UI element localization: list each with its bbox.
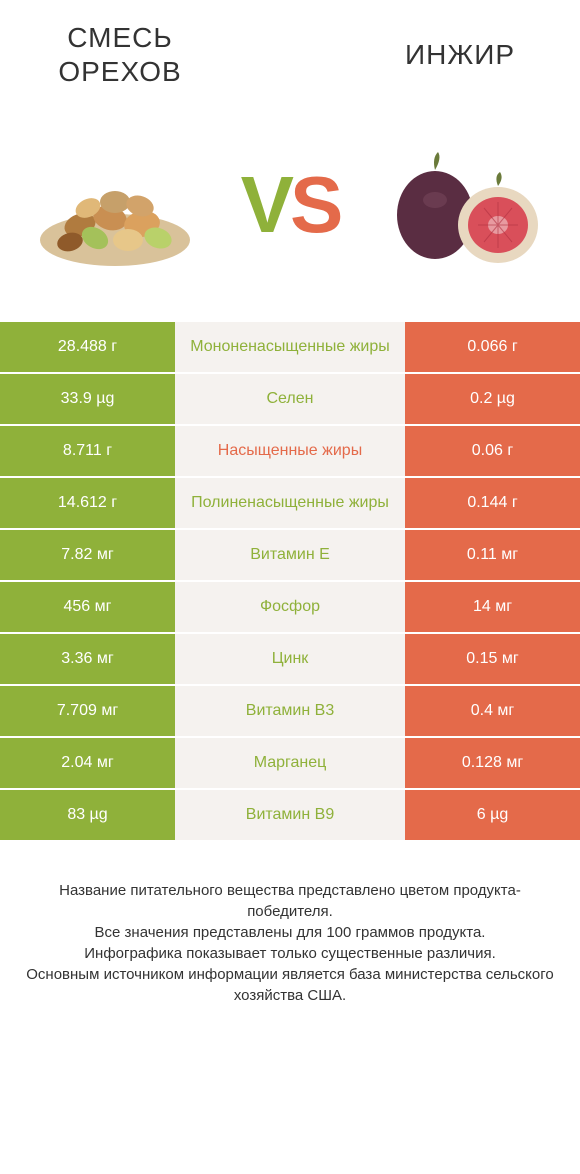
vs-label: VS xyxy=(241,159,340,251)
left-value-cell: 14.612 г xyxy=(0,478,175,528)
vs-s: S xyxy=(290,160,339,249)
table-row: 2.04 мгМарганец0.128 мг xyxy=(0,736,580,788)
right-value-cell: 0.2 µg xyxy=(405,374,580,424)
right-product-image xyxy=(380,120,550,290)
footer-line: Название питательного вещества представл… xyxy=(20,880,560,922)
right-value-cell: 0.4 мг xyxy=(405,686,580,736)
footer: Название питательного вещества представл… xyxy=(0,840,580,1036)
right-value-cell: 0.11 мг xyxy=(405,530,580,580)
left-product-title: СМЕСЬ ОРЕХОВ xyxy=(20,21,220,88)
nutrient-name-cell: Насыщенные жиры xyxy=(175,426,405,476)
nutrient-name-cell: Цинк xyxy=(175,634,405,684)
right-product-title: ИНЖИР xyxy=(360,38,560,72)
table-row: 8.711 гНасыщенные жиры0.06 г xyxy=(0,424,580,476)
left-value-cell: 28.488 г xyxy=(0,322,175,372)
nutrient-name-cell: Марганец xyxy=(175,738,405,788)
table-row: 33.9 µgСелен0.2 µg xyxy=(0,372,580,424)
left-value-cell: 456 мг xyxy=(0,582,175,632)
table-row: 28.488 гМононенасыщенные жиры0.066 г xyxy=(0,320,580,372)
left-value-cell: 83 µg xyxy=(0,790,175,840)
table-row: 456 мгФосфор14 мг xyxy=(0,580,580,632)
right-value-cell: 0.06 г xyxy=(405,426,580,476)
left-value-cell: 33.9 µg xyxy=(0,374,175,424)
right-value-cell: 14 мг xyxy=(405,582,580,632)
left-value-cell: 7.82 мг xyxy=(0,530,175,580)
nutrient-name-cell: Витамин B3 xyxy=(175,686,405,736)
left-value-cell: 2.04 мг xyxy=(0,738,175,788)
left-value-cell: 3.36 мг xyxy=(0,634,175,684)
table-row: 14.612 гПолиненасыщенные жиры0.144 г xyxy=(0,476,580,528)
right-value-cell: 0.128 мг xyxy=(405,738,580,788)
footer-line: Инфографика показывает только существенн… xyxy=(20,943,560,964)
footer-line: Все значения представлены для 100 граммо… xyxy=(20,922,560,943)
right-value-cell: 0.066 г xyxy=(405,322,580,372)
nutrient-name-cell: Витамин B9 xyxy=(175,790,405,840)
nutrient-name-cell: Полиненасыщенные жиры xyxy=(175,478,405,528)
table-row: 7.82 мгВитамин E0.11 мг xyxy=(0,528,580,580)
table-row: 83 µgВитамин B96 µg xyxy=(0,788,580,840)
table-row: 3.36 мгЦинк0.15 мг xyxy=(0,632,580,684)
right-value-cell: 0.15 мг xyxy=(405,634,580,684)
table-row: 7.709 мгВитамин B30.4 мг xyxy=(0,684,580,736)
nutrient-name-cell: Витамин E xyxy=(175,530,405,580)
left-product-image xyxy=(30,120,200,290)
nutrient-name-cell: Селен xyxy=(175,374,405,424)
right-value-cell: 6 µg xyxy=(405,790,580,840)
figs-icon xyxy=(380,130,550,280)
comparison-table: 28.488 гМононенасыщенные жиры0.066 г33.9… xyxy=(0,320,580,840)
right-value-cell: 0.144 г xyxy=(405,478,580,528)
vs-v: V xyxy=(241,160,290,249)
left-value-cell: 7.709 мг xyxy=(0,686,175,736)
header: СМЕСЬ ОРЕХОВ ИНЖИР xyxy=(0,0,580,100)
images-row: VS xyxy=(0,100,580,310)
nutrient-name-cell: Фосфор xyxy=(175,582,405,632)
nutrient-name-cell: Мононенасыщенные жиры xyxy=(175,322,405,372)
footer-line: Основным источником информации является … xyxy=(20,964,560,1006)
left-value-cell: 8.711 г xyxy=(0,426,175,476)
nuts-icon xyxy=(30,130,200,280)
